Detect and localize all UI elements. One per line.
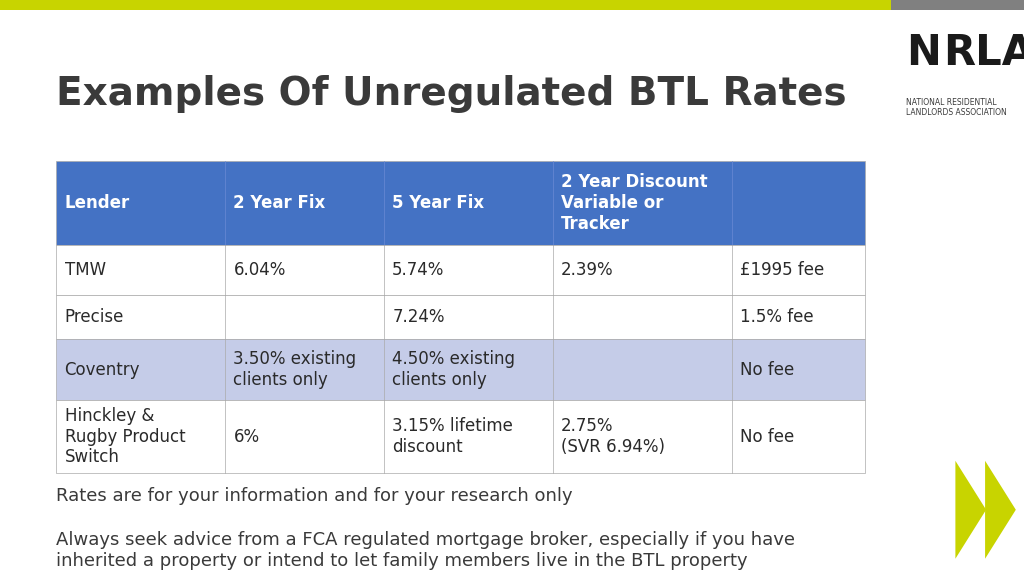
Bar [56, 339, 865, 400]
Text: Rates are for your information and for your research only: Rates are for your information and for y… [56, 487, 573, 505]
Text: NATIONAL RESIDENTIAL
LANDLORDS ASSOCIATION: NATIONAL RESIDENTIAL LANDLORDS ASSOCIATI… [906, 98, 1007, 118]
Text: RLA: RLA [943, 32, 1024, 74]
Bar [56, 400, 865, 473]
Text: 2 Year Fix: 2 Year Fix [233, 194, 326, 212]
Text: 2 Year Discount
Variable or
Tracker: 2 Year Discount Variable or Tracker [561, 173, 708, 233]
Bar [56, 161, 865, 245]
Polygon shape [985, 461, 1016, 559]
Text: Hinckley &
Rugby Product
Switch: Hinckley & Rugby Product Switch [65, 407, 185, 467]
Text: Precise: Precise [65, 308, 124, 327]
Text: TMW: TMW [65, 261, 105, 279]
Text: 7.24%: 7.24% [392, 308, 444, 327]
Text: No fee: No fee [740, 427, 795, 446]
Text: 4.50% existing
clients only: 4.50% existing clients only [392, 350, 515, 389]
Bar [56, 295, 865, 339]
Text: N: N [906, 32, 941, 74]
Text: 2.75%
(SVR 6.94%): 2.75% (SVR 6.94%) [561, 417, 666, 456]
Text: 6.04%: 6.04% [233, 261, 286, 279]
Text: Coventry: Coventry [65, 361, 140, 378]
Text: 3.50% existing
clients only: 3.50% existing clients only [233, 350, 356, 389]
Text: 5 Year Fix: 5 Year Fix [392, 194, 484, 212]
Bar [891, 0, 1024, 10]
Text: 1.5% fee: 1.5% fee [740, 308, 814, 327]
Text: £1995 fee: £1995 fee [740, 261, 824, 279]
Text: 3.15% lifetime
discount: 3.15% lifetime discount [392, 417, 513, 456]
Text: Examples Of Unregulated BTL Rates: Examples Of Unregulated BTL Rates [56, 75, 847, 113]
Text: No fee: No fee [740, 361, 795, 378]
Text: 6%: 6% [233, 427, 260, 446]
Text: 5.74%: 5.74% [392, 261, 444, 279]
Bar [56, 245, 865, 295]
Text: Lender: Lender [65, 194, 130, 212]
Polygon shape [955, 461, 986, 559]
Text: Always seek advice from a FCA regulated mortgage broker, especially if you have
: Always seek advice from a FCA regulated … [56, 531, 796, 570]
Bar [0, 0, 891, 10]
Text: 2.39%: 2.39% [561, 261, 613, 279]
